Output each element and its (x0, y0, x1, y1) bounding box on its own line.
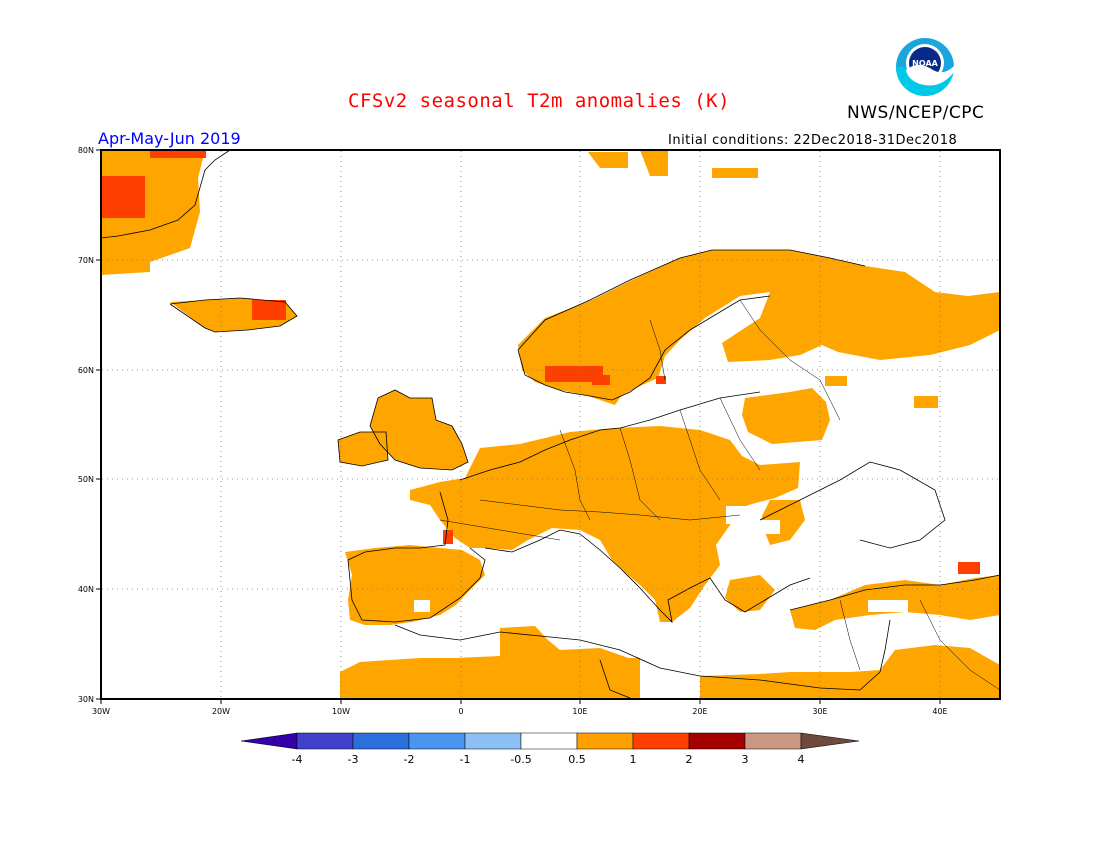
lon-label: 20W (212, 707, 230, 716)
colorbar-tick-label: 2 (686, 753, 693, 766)
anomaly-iberia (345, 545, 485, 625)
anomaly-scandinavia (518, 250, 1000, 405)
colorbar-tick-label: -0.5 (510, 753, 531, 766)
colorbar-tick-label: -3 (348, 753, 359, 766)
colorbar-segment (296, 732, 354, 750)
initial-conditions-label: Initial conditions: 22Dec2018-31Dec2018 (668, 133, 958, 148)
season-label: Apr-May-Jun 2019 (98, 129, 241, 148)
colorbar-tick-label: -2 (404, 753, 415, 766)
colorbar-segment (800, 732, 860, 750)
colorbar-tick-label: -4 (292, 753, 303, 766)
lat-label: 60N (78, 366, 94, 375)
anomaly-field (101, 150, 1000, 698)
lon-label: 0 (458, 707, 463, 716)
lon-label: 30E (812, 707, 827, 716)
lon-label: 10E (572, 707, 587, 716)
noaa-logo-text: NOAA (912, 59, 938, 68)
colorbar-tick-label: 0.5 (568, 753, 586, 766)
anomaly-british-isles (370, 390, 468, 470)
anomaly-greenland-warm (101, 176, 145, 218)
anomaly-central-europe (410, 426, 800, 622)
colorbar-segment (464, 732, 522, 750)
graticule (102, 151, 999, 698)
longitude-labels: 30W 20W 10W 0 10E 20E 30E 40E (92, 707, 948, 716)
lat-label: 40N (78, 585, 94, 594)
colorbar-segment (744, 732, 802, 750)
lat-label: 80N (78, 146, 94, 155)
map-title: CFSv2 seasonal T2m anomalies (K) (348, 90, 731, 112)
latitude-labels: 80N 70N 60N 50N 40N 30N (78, 146, 94, 704)
colorbar-segment (240, 732, 298, 750)
lat-label: 30N (78, 695, 94, 704)
colorbar-tick-label: 4 (798, 753, 805, 766)
axis-ticks (96, 149, 941, 704)
lat-label: 50N (78, 475, 94, 484)
colorbar-segment (352, 732, 410, 750)
colorbar-segment (408, 732, 466, 750)
agency-label: NWS/NCEP/CPC (847, 103, 985, 123)
colorbar-segment (688, 732, 746, 750)
colorbar-tick-label: -1 (460, 753, 471, 766)
country-borders (439, 299, 1001, 691)
colorbar-tick-label: 1 (630, 753, 637, 766)
colorbar-segment (520, 732, 578, 750)
anomaly-north-africa (340, 626, 634, 698)
lon-label: 30W (92, 707, 110, 716)
colorbar: -4 -3 -2 -1 -0.5 0.5 1 2 3 4 (240, 732, 860, 766)
colorbar-tick-label: 3 (742, 753, 749, 766)
lat-label: 70N (78, 256, 94, 265)
coastlines (100, 149, 1001, 699)
map-frame (100, 149, 1001, 700)
lon-label: 20E (692, 707, 707, 716)
colorbar-segment (576, 732, 634, 750)
lon-label: 40E (932, 707, 947, 716)
noaa-logo: NOAA (896, 38, 954, 96)
colorbar-segment (632, 732, 690, 750)
lon-label: 10W (332, 707, 350, 716)
